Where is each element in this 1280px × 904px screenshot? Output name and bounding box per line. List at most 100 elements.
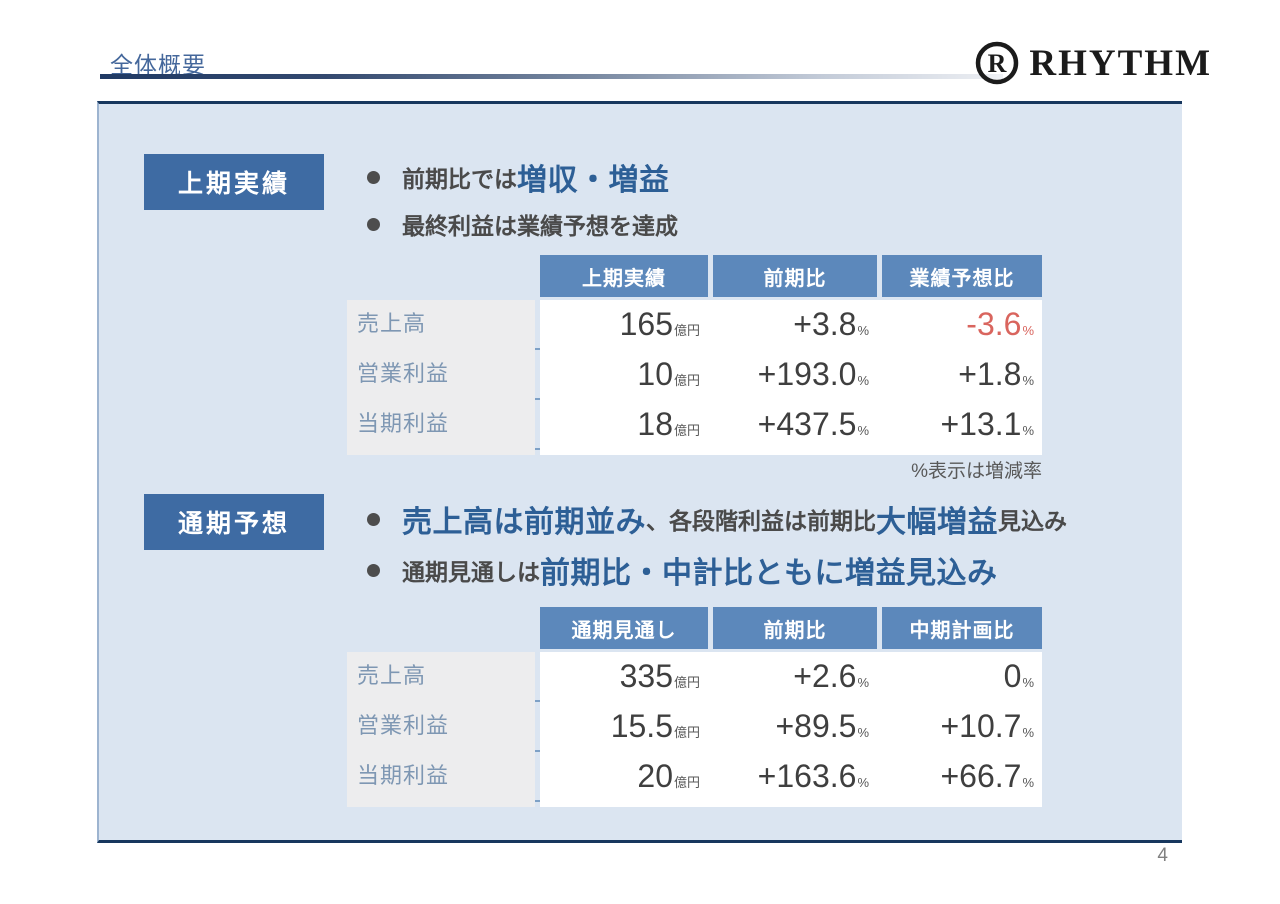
row-label: 営業利益	[347, 350, 535, 405]
cell-unit: 億円	[673, 675, 700, 690]
cell-unit: 億円	[673, 775, 700, 790]
header-spacer	[347, 607, 535, 649]
column-header: 中期計画比	[882, 607, 1042, 649]
column-header: 前期比	[713, 255, 877, 297]
cell-value: +3.8	[793, 306, 857, 342]
table-cell: 165億円	[540, 300, 708, 355]
first-half-bullets: 前期比では 増収・増益 最終利益は業績予想を達成	[367, 152, 678, 246]
rhythm-logo-icon: R	[976, 41, 1019, 85]
bullet-icon	[367, 563, 380, 577]
cell-value: +66.7	[940, 758, 1022, 794]
table-header-row: 上期実績 前期比 業績予想比	[347, 255, 1042, 297]
cell-value: 10	[637, 356, 673, 392]
bullet-text: 通期見通しは	[402, 559, 540, 585]
row-label: 当期利益	[347, 752, 535, 807]
table-cell: +89.5%	[713, 702, 877, 757]
bullet-text-emphasis: 売上高は前期並み	[402, 506, 646, 539]
table-row: 当期利益 20億円 +163.6% +66.7%	[347, 752, 1042, 807]
cell-unit: %	[1022, 775, 1034, 790]
bullet-icon	[367, 170, 380, 184]
bullet-item: 前期比では 増収・増益	[367, 152, 678, 202]
section-label-first-half: 上期実績	[144, 154, 324, 210]
title-rule	[100, 74, 1003, 79]
cell-value: 165	[619, 306, 673, 342]
row-values: 10億円 +193.0% +1.8%	[540, 350, 1042, 405]
bullet-text: 前期比では	[402, 166, 517, 192]
cell-value: +437.5	[757, 406, 857, 442]
cell-value: +10.7	[940, 708, 1022, 744]
column-header: 前期比	[713, 607, 877, 649]
cell-value: +163.6	[757, 758, 857, 794]
cell-unit: 億円	[673, 373, 700, 388]
cell-unit: 億円	[673, 725, 700, 740]
table-cell: 10億円	[540, 350, 708, 405]
cell-value: +1.8	[958, 356, 1022, 392]
bullet-text-emphasis: 増収・増益	[517, 164, 670, 197]
table-cell: +3.8%	[713, 300, 877, 355]
cell-unit: %	[1022, 725, 1034, 740]
cell-unit: %	[1022, 323, 1034, 338]
logo-wordmark: RHYTHM	[1029, 42, 1212, 84]
cell-value: +193.0	[757, 356, 857, 392]
bullet-text-emphasis: 前期比・中計比ともに増益見込み	[540, 557, 998, 590]
table-cell: +1.8%	[882, 350, 1042, 405]
table-cell: +193.0%	[713, 350, 877, 405]
table-cell: +2.6%	[713, 652, 877, 707]
table-cell: +437.5%	[713, 400, 877, 455]
column-header: 上期実績	[540, 255, 708, 297]
cell-value: -3.6	[966, 306, 1022, 342]
table-row: 売上高 165億円 +3.8% -3.6%	[347, 300, 1042, 355]
cell-value: 18	[637, 406, 673, 442]
row-label: 当期利益	[347, 400, 535, 455]
column-header: 業績予想比	[882, 255, 1042, 297]
page-title: 全体概要	[110, 52, 206, 78]
table-row: 営業利益 15.5億円 +89.5% +10.7%	[347, 702, 1042, 757]
row-label: 売上高	[347, 652, 535, 707]
cell-value: 15.5	[610, 708, 673, 744]
cell-unit: %	[857, 373, 869, 388]
cell-unit: %	[857, 775, 869, 790]
svg-text:R: R	[988, 49, 1007, 78]
bullet-icon	[367, 217, 380, 231]
cell-unit: %	[857, 423, 869, 438]
row-values: 335億円 +2.6% 0%	[540, 652, 1042, 707]
first-half-table: 上期実績 前期比 業績予想比 売上高 165億円 +3.8% -3.6%	[347, 255, 1042, 455]
content-panel: 上期実績 前期比では 増収・増益 最終利益は業績予想を達成 上期実績 前期比 業…	[97, 101, 1182, 843]
row-values: 20億円 +163.6% +66.7%	[540, 752, 1042, 807]
table-cell: +10.7%	[882, 702, 1042, 757]
section-label-full-year: 通期予想	[144, 494, 324, 550]
bullet-item: 売上高は前期並み 、各段階利益は前期比 大幅増益 見込み	[367, 492, 1067, 546]
table-cell: 20億円	[540, 752, 708, 807]
table-cell: 335億円	[540, 652, 708, 707]
table-header-row: 通期見通し 前期比 中期計画比	[347, 607, 1042, 649]
bullet-text: 見込み	[998, 508, 1067, 534]
table-cell: 15.5億円	[540, 702, 708, 757]
table-row: 営業利益 10億円 +193.0% +1.8%	[347, 350, 1042, 405]
bullet-text: 、各段階利益は前期比	[646, 508, 876, 534]
cell-value: +89.5	[775, 708, 857, 744]
bullet-item: 通期見通しは 前期比・中計比ともに増益見込み	[367, 546, 1067, 594]
table-row: 売上高 335億円 +2.6% 0%	[347, 652, 1042, 707]
full-year-bullets: 売上高は前期並み 、各段階利益は前期比 大幅増益 見込み 通期見通しは 前期比・…	[367, 492, 1067, 594]
section-label-text: 通期予想	[177, 510, 290, 538]
cell-unit: %	[1022, 373, 1034, 388]
cell-unit: 億円	[673, 323, 700, 338]
cell-unit: %	[1022, 675, 1034, 690]
cell-unit: 億円	[673, 423, 700, 438]
table-cell: +66.7%	[882, 752, 1042, 807]
cell-value: +13.1	[940, 406, 1022, 442]
cell-unit: %	[1022, 423, 1034, 438]
row-values: 15.5億円 +89.5% +10.7%	[540, 702, 1042, 757]
full-year-table: 通期見通し 前期比 中期計画比 売上高 335億円 +2.6% 0%	[347, 607, 1042, 807]
table-row: 当期利益 18億円 +437.5% +13.1%	[347, 400, 1042, 455]
table-cell: +163.6%	[713, 752, 877, 807]
row-values: 18億円 +437.5% +13.1%	[540, 400, 1042, 455]
table-cell: 18億円	[540, 400, 708, 455]
cell-unit: %	[857, 323, 869, 338]
section-label-text: 上期実績	[177, 170, 290, 198]
bullet-text: 最終利益は業績予想を達成	[402, 213, 678, 239]
cell-unit: %	[857, 725, 869, 740]
cell-unit: %	[857, 675, 869, 690]
bullet-text-emphasis: 大幅増益	[876, 506, 998, 539]
